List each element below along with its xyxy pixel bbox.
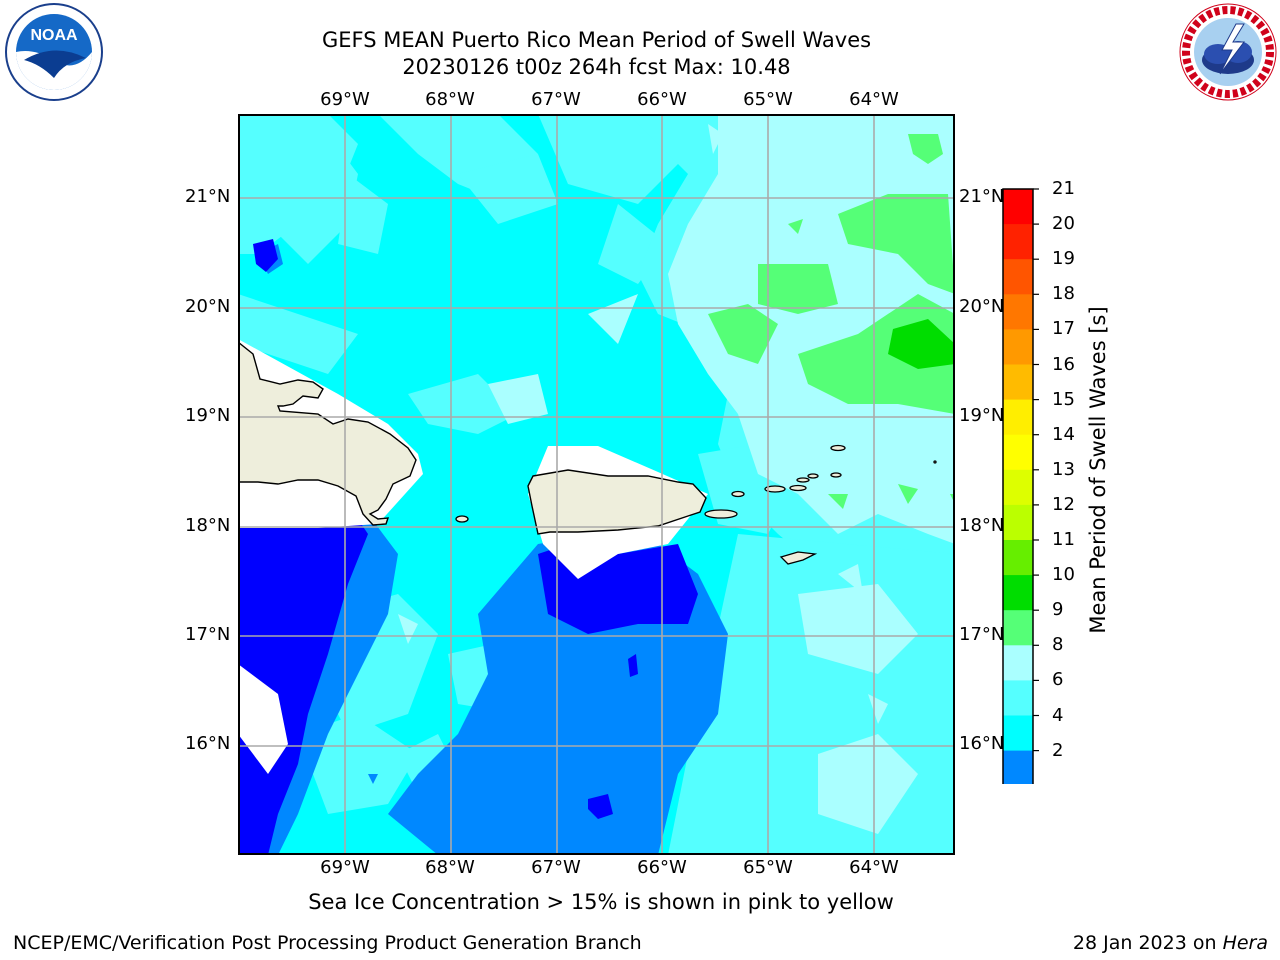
nws-logo (1178, 2, 1278, 102)
colorbar-tick-label: 13 (1052, 458, 1075, 480)
sea-ice-note-text: Sea Ice Concentration > 15% is shown in … (308, 890, 894, 914)
lon-label-bottom: 66°W (637, 857, 687, 878)
colorbar-title: Mean Period of Swell Waves [s] (1086, 306, 1110, 634)
colorbar-segment (1003, 610, 1033, 646)
colorbar-tick-label: 21 (1052, 178, 1075, 199)
colorbar-segment (1003, 680, 1033, 716)
colorbar-tick-label: 16 (1052, 353, 1075, 375)
lat-label-right: 17°N (959, 624, 1005, 645)
lat-label-left: 18°N (185, 515, 231, 536)
colorbar-segment (1003, 294, 1033, 330)
colorbar-segment (1003, 434, 1033, 471)
lon-label-bottom: 68°W (425, 857, 475, 878)
colorbar-segment (1003, 189, 1033, 225)
lat-label-left: 20°N (185, 296, 231, 317)
colorbar-segment (1003, 259, 1033, 295)
lon-label-bottom: 67°W (531, 857, 581, 878)
colorbar-tick-label: 19 (1052, 248, 1075, 270)
colorbar-tick-labels: 21 20 19 18 17 16 15 14 13 12 11 10 9 8 6 4 2 (1048, 178, 1088, 770)
lon-label-top: 68°W (425, 89, 475, 110)
colorbar (1000, 186, 1040, 816)
lat-label-right: 16°N (959, 733, 1005, 754)
swell-period-map (237, 114, 955, 855)
contour-10-11 (888, 319, 955, 369)
lon-label-top: 65°W (743, 89, 793, 110)
map-svg (237, 114, 955, 855)
footer-right: 28 Jan 2023 on Hera (1073, 932, 1268, 954)
contour-9-10 (708, 134, 955, 509)
lon-label-bottom: 64°W (849, 857, 899, 878)
small-islands (455, 444, 937, 565)
graticule (238, 114, 955, 855)
colorbar-tick-label: 9 (1052, 599, 1064, 621)
colorbar-tick-label: 6 (1052, 669, 1064, 691)
lat-label-right: 21°N (959, 186, 1005, 207)
lat-label-right: 20°N (959, 296, 1005, 317)
colorbar-segment (1003, 750, 1033, 787)
colorbar-segment (1003, 329, 1033, 365)
colorbar-segment (1003, 399, 1033, 436)
sea-ice-note: Sea Ice Concentration > 15% is shown in … (0, 890, 1280, 914)
colorbar-svg (1001, 188, 1039, 816)
colorbar-segment (1003, 469, 1033, 506)
footer-date: 28 Jan 2023 on (1072, 932, 1223, 954)
colorbar-segment (1003, 575, 1033, 611)
colorbar-tick-label: 17 (1052, 318, 1075, 340)
colorbar-tick-label: 8 (1052, 634, 1064, 656)
colorbar-segment (1003, 224, 1033, 260)
lon-label-bottom: 69°W (320, 857, 370, 878)
colorbar-segment (1003, 364, 1033, 401)
footer-left: NCEP/EMC/Verification Post Processing Pr… (13, 932, 642, 954)
lat-label-left: 21°N (185, 186, 231, 207)
lat-label-left: 19°N (185, 405, 231, 426)
lon-label-top: 66°W (637, 89, 687, 110)
colorbar-tick-label: 14 (1052, 423, 1075, 445)
lat-label-left: 17°N (185, 624, 231, 645)
colorbar-tick-label: 2 (1052, 739, 1064, 761)
noaa-logo: NOAA (4, 2, 104, 102)
svg-text:NOAA: NOAA (30, 27, 78, 44)
chart-title: GEFS MEAN Puerto Rico Mean Period of Swe… (321, 28, 872, 52)
colorbar-tick-label: 4 (1052, 704, 1064, 726)
lat-label-left: 16°N (185, 733, 231, 754)
hispaniola-landmass (237, 340, 417, 526)
lon-label-bottom: 65°W (743, 857, 793, 878)
map-frame (238, 114, 955, 855)
lon-label-top: 69°W (320, 89, 370, 110)
colorbar-segment (1003, 715, 1033, 752)
lon-label-top: 64°W (849, 89, 899, 110)
colorbar-segment (1003, 540, 1033, 576)
footer-machine: Hera (1222, 932, 1268, 954)
chart-subtitle: 20230126 t00z 264h fcst Max: 10.48 (402, 55, 791, 79)
colorbar-tick-label: 10 (1052, 564, 1075, 586)
colorbar-tick-label: 12 (1052, 493, 1075, 515)
colorbar-tick-label: 11 (1052, 529, 1075, 550)
colorbar-segment (1003, 504, 1033, 541)
colorbar-segment (1003, 645, 1033, 681)
colorbar-tick-label: 18 (1052, 283, 1075, 305)
lon-label-top: 67°W (531, 89, 581, 110)
lat-label-right: 19°N (959, 405, 1005, 426)
lat-label-right: 18°N (959, 515, 1005, 536)
colorbar-tick-label: 15 (1052, 388, 1075, 410)
colorbar-tick-label: 20 (1052, 213, 1075, 235)
